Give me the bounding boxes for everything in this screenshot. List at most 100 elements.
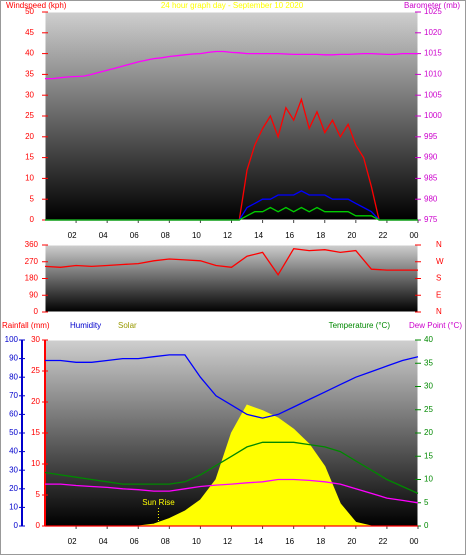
y2-tick-label: 1025 bbox=[424, 7, 442, 16]
y3-tick-label: 20 bbox=[424, 428, 433, 437]
x-tick-label: 04 bbox=[99, 537, 108, 546]
x-tick-label: 22 bbox=[378, 537, 387, 546]
y3-tick-label: 35 bbox=[424, 358, 433, 367]
y-tick-label: 0 bbox=[30, 215, 35, 224]
x-tick-label: 04 bbox=[99, 231, 108, 240]
y2-tick-label: 1005 bbox=[424, 90, 442, 99]
x-tick-label: 06 bbox=[130, 231, 139, 240]
y-tick-label: 45 bbox=[25, 28, 34, 37]
x-tick-label: 10 bbox=[192, 537, 201, 546]
y-tick-label: 90 bbox=[9, 354, 18, 363]
line bbox=[44, 441, 419, 494]
y-tick-label: 90 bbox=[29, 290, 38, 299]
y2-tick-label: 5 bbox=[36, 490, 41, 499]
x-tick-label: 10 bbox=[192, 231, 201, 240]
y2-tick-label: 15 bbox=[31, 428, 40, 437]
y2-tick-label: 1000 bbox=[424, 111, 442, 120]
y-tick-label: 0 bbox=[14, 521, 19, 530]
y-tick-label: 20 bbox=[9, 484, 18, 493]
x-tick-label: 02 bbox=[68, 231, 77, 240]
y-axis-title: Windspeed (kph) bbox=[6, 1, 67, 10]
annotation: Sun Rise bbox=[142, 498, 175, 507]
x-tick-label: 12 bbox=[223, 231, 232, 240]
x-tick-label: 00 bbox=[410, 537, 419, 546]
line bbox=[44, 248, 418, 277]
line bbox=[45, 50, 418, 80]
y3-tick-label: 5 bbox=[424, 498, 429, 507]
y2-tick-label: 975 bbox=[424, 215, 438, 224]
axis-title: Temperature (°C) bbox=[329, 321, 391, 330]
x-tick-label: 08 bbox=[161, 537, 170, 546]
y-tick-label: 35 bbox=[25, 70, 34, 79]
y2-tick-label: 995 bbox=[424, 132, 438, 141]
x-tick-label: 22 bbox=[378, 231, 387, 240]
y2-tick-label: N bbox=[436, 240, 442, 249]
y-tick-label: 5 bbox=[30, 194, 35, 203]
y-tick-label: 360 bbox=[25, 240, 39, 249]
axis-title: Dew Point (°C) bbox=[409, 321, 462, 330]
y2-tick-label: W bbox=[436, 257, 444, 266]
y2-tick-label: S bbox=[436, 274, 441, 283]
y-tick-label: 180 bbox=[25, 274, 39, 283]
y3-tick-label: 40 bbox=[424, 335, 433, 344]
plot-background bbox=[44, 11, 419, 221]
y2-tick-label: 30 bbox=[31, 335, 40, 344]
y2-axis-title: Barometer (mb) bbox=[404, 1, 460, 10]
y2-tick-label: 1020 bbox=[424, 28, 442, 37]
y2-tick-label: 20 bbox=[31, 397, 40, 406]
y-tick-label: 50 bbox=[25, 7, 34, 16]
x-tick-label: 18 bbox=[316, 231, 325, 240]
x-tick-label: 20 bbox=[347, 537, 356, 546]
y-tick-label: 50 bbox=[9, 428, 18, 437]
line bbox=[45, 354, 419, 419]
y-tick-label: 10 bbox=[9, 503, 18, 512]
y3-tick-label: 15 bbox=[424, 451, 433, 460]
x-tick-label: 18 bbox=[316, 537, 325, 546]
y2-tick-label: 980 bbox=[424, 194, 438, 203]
y-tick-label: 70 bbox=[9, 391, 18, 400]
y2-tick-label: 1015 bbox=[424, 49, 442, 58]
y-tick-label: 60 bbox=[9, 410, 18, 419]
y2-tick-label: 10 bbox=[31, 459, 40, 468]
y2-tick-label: E bbox=[436, 290, 441, 299]
x-tick-label: 00 bbox=[410, 231, 419, 240]
y-tick-label: 30 bbox=[9, 465, 18, 474]
y-tick-label: 270 bbox=[25, 257, 39, 266]
axis-title: Humidity bbox=[70, 321, 101, 330]
x-tick-label: 20 bbox=[347, 231, 356, 240]
y3-tick-label: 0 bbox=[424, 521, 429, 530]
y-tick-label: 10 bbox=[25, 174, 34, 183]
y3-tick-label: 25 bbox=[424, 405, 433, 414]
x-tick-label: 02 bbox=[68, 537, 77, 546]
y2-tick-label: N bbox=[436, 307, 442, 316]
y-tick-label: 40 bbox=[9, 447, 18, 456]
x-tick-label: 06 bbox=[130, 537, 139, 546]
line bbox=[45, 478, 419, 504]
y-tick-label: 15 bbox=[25, 153, 34, 162]
y2-tick-label: 25 bbox=[31, 366, 40, 375]
y-tick-label: 0 bbox=[34, 307, 39, 316]
y2-tick-label: 1010 bbox=[424, 70, 442, 79]
y-tick-label: 100 bbox=[5, 335, 19, 344]
x-tick-label: 14 bbox=[254, 537, 263, 546]
x-tick-label: 16 bbox=[285, 537, 294, 546]
x-tick-label: 14 bbox=[254, 231, 263, 240]
line bbox=[45, 206, 418, 221]
y-tick-label: 30 bbox=[25, 90, 34, 99]
axis-title: Solar bbox=[118, 321, 137, 330]
y2-tick-label: 990 bbox=[424, 153, 438, 162]
x-tick-label: 12 bbox=[223, 537, 232, 546]
y-tick-label: 40 bbox=[25, 49, 34, 58]
plot-background bbox=[44, 244, 419, 313]
y-tick-label: 20 bbox=[25, 132, 34, 141]
y3-tick-label: 10 bbox=[424, 475, 433, 484]
y2-tick-label: 985 bbox=[424, 174, 438, 183]
axis-title: Rainfall (mm) bbox=[2, 321, 50, 330]
y-tick-label: 25 bbox=[25, 111, 34, 120]
y-tick-label: 80 bbox=[9, 372, 18, 381]
chart-title: 24 hour graph day - September 10 2020 bbox=[161, 1, 304, 10]
x-tick-label: 08 bbox=[161, 231, 170, 240]
y2-tick-label: 0 bbox=[36, 521, 41, 530]
y3-tick-label: 30 bbox=[424, 382, 433, 391]
